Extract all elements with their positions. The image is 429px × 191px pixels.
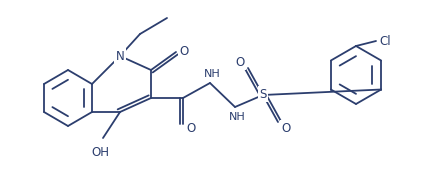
Text: Cl: Cl — [379, 35, 391, 48]
Text: OH: OH — [91, 146, 109, 159]
Text: O: O — [281, 121, 290, 134]
Text: O: O — [179, 45, 189, 57]
Text: NH: NH — [229, 112, 245, 122]
Text: S: S — [259, 87, 267, 100]
Text: NH: NH — [204, 69, 221, 79]
Text: O: O — [236, 56, 245, 69]
Text: O: O — [186, 121, 196, 134]
Text: N: N — [116, 49, 124, 62]
